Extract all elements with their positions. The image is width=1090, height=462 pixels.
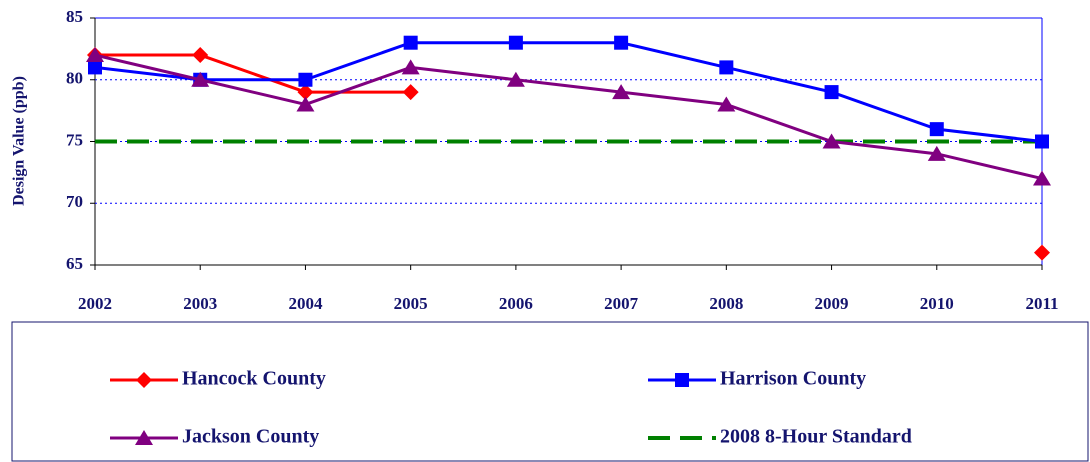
legend-box	[11, 321, 1089, 462]
data-point	[1034, 244, 1050, 261]
data-point	[719, 60, 734, 75]
series-line	[94, 41, 1043, 143]
data-point	[508, 35, 523, 50]
data-point	[1033, 170, 1051, 186]
data-point	[191, 71, 210, 87]
data-point	[824, 85, 839, 100]
data-point	[86, 47, 104, 63]
data-point	[403, 35, 418, 50]
y-tick-label: 80	[66, 69, 83, 88]
legend-marker	[675, 373, 689, 387]
data-point	[298, 72, 313, 87]
data-point	[297, 84, 314, 101]
legend-marker	[136, 372, 152, 388]
x-tick-label: 2007	[604, 294, 639, 313]
data-point	[296, 96, 315, 112]
x-tick-label: 2002	[78, 294, 112, 313]
data-point	[506, 71, 525, 87]
series-line	[94, 53, 1043, 181]
y-tick-label: 75	[66, 130, 83, 149]
legend-label: Harrison County	[720, 368, 866, 390]
x-tick-label: 2009	[815, 294, 849, 313]
x-tick-label: 2006	[499, 294, 533, 313]
y-tick-label: 85	[66, 7, 83, 26]
data-point	[192, 47, 209, 64]
x-tick-label: 2004	[288, 294, 323, 313]
x-tick-label: 2005	[394, 294, 428, 313]
y-tick-label: 65	[66, 254, 83, 273]
data-point	[1035, 134, 1049, 149]
data-point	[717, 96, 736, 112]
data-point	[402, 84, 419, 101]
legend-label: Jackson County	[182, 426, 319, 448]
data-point	[822, 133, 841, 149]
x-tick-label: 2008	[709, 294, 743, 313]
x-tick-label: 2003	[183, 294, 217, 313]
x-tick-label: 2011	[1025, 294, 1058, 313]
legend-marker	[135, 430, 153, 445]
data-point	[927, 145, 946, 161]
y-tick-label: 70	[66, 192, 83, 211]
data-point	[929, 122, 944, 137]
data-point	[401, 59, 420, 75]
data-point	[612, 84, 631, 100]
x-tick-label: 2010	[920, 294, 954, 313]
data-point	[614, 35, 629, 50]
legend-label: Hancock County	[182, 368, 326, 390]
legend-label: 2008 8-Hour Standard	[720, 426, 912, 448]
y-axis-label: Design Value (ppb)	[11, 76, 28, 206]
data-point	[88, 60, 102, 75]
